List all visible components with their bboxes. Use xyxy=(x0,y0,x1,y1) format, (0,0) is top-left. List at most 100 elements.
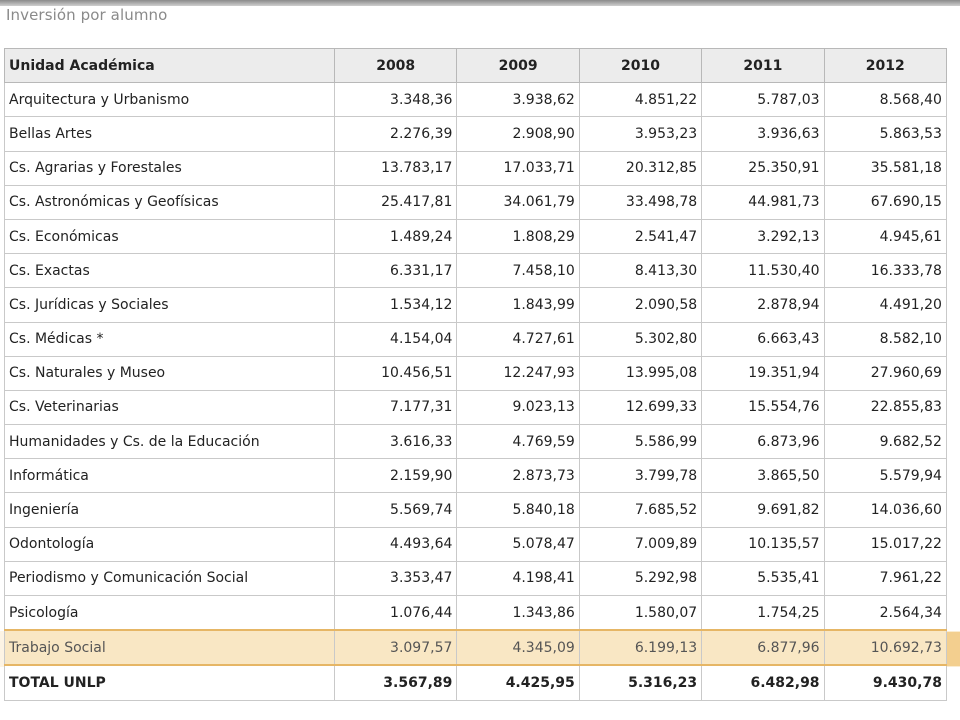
table-row: Arquitectura y Urbanismo 3.348,36 3.938,62… xyxy=(4,82,947,118)
cell-value-2010: 3.799,78 xyxy=(578,458,703,494)
cell-unidad-academica: Cs. Veterinarias xyxy=(4,389,335,426)
cell-unidad-academica: Bellas Artes xyxy=(4,116,335,152)
cell-unidad-academica: Cs. Naturales y Museo xyxy=(4,355,335,391)
cell-unidad-academica: Periodismo y Comunicación Social xyxy=(4,560,335,597)
cell-value-2009: 3.938,62 xyxy=(456,82,580,118)
cell-value-2008: 25.417,81 xyxy=(333,184,458,220)
cell-value-2009: 2.873,73 xyxy=(456,458,580,494)
cell-value-2009: 17.033,71 xyxy=(456,150,580,186)
table-body: Arquitectura y Urbanismo 3.348,36 3.938,62… xyxy=(4,82,947,667)
cell-value-2010: 13.995,08 xyxy=(578,355,703,391)
cell-value-2009: 5.840,18 xyxy=(456,492,580,528)
cell-value-2011: 9.691,82 xyxy=(701,492,825,528)
cell-value-2008: 6.331,17 xyxy=(333,253,458,289)
cell-value-2008: 3.616,33 xyxy=(333,424,458,460)
table-row: Cs. Médicas * 4.154,04 4.727,61 5.302,80 6.6… xyxy=(4,321,947,357)
cell-value-2011: 11.530,40 xyxy=(701,253,825,289)
cell-unidad-academica: Trabajo Social xyxy=(4,629,335,667)
cell-value-2012: 16.333,78 xyxy=(823,253,947,289)
cell-unidad-academica: Cs. Jurídicas y Sociales xyxy=(4,287,335,323)
table-row: Psicología 1.076,44 1.343,86 1.580,07 1.754,… xyxy=(4,595,947,631)
header-year-2012: 2012 xyxy=(823,47,947,84)
table-row: Periodismo y Comunicación Social 3.353,47… xyxy=(4,560,947,597)
cell-value-2012: 4.491,20 xyxy=(823,287,947,323)
cell-value-2011: 2.878,94 xyxy=(701,287,825,323)
cell-value-2012: 15.017,22 xyxy=(823,526,947,562)
cell-value-2009: 4.345,09 xyxy=(456,629,580,667)
cell-value-2011: 25.350,91 xyxy=(701,150,825,186)
cell-value-2011: 1.754,25 xyxy=(701,595,825,631)
cell-value-2009: 12.247,93 xyxy=(456,355,580,391)
cell-value-2012: 67.690,15 xyxy=(823,184,947,220)
cell-value-2012: 8.582,10 xyxy=(823,321,947,357)
cell-value-2011: 6.877,96 xyxy=(701,629,825,667)
cell-value-2009: 4.727,61 xyxy=(456,321,580,357)
cell-value-2008: 3.097,57 xyxy=(333,629,458,667)
cell-value-2009: 7.458,10 xyxy=(456,253,580,289)
total-row: TOTAL UNLP 3.567,89 4.425,95 5.316,23 6.… xyxy=(4,664,947,701)
cell-value-2008: 4.493,64 xyxy=(333,526,458,562)
cell-value-2008: 1.489,24 xyxy=(333,218,458,255)
table-row: Cs. Exactas 6.331,17 7.458,10 8.413,30 11.53… xyxy=(4,253,947,289)
table-row: Trabajo Social 3.097,57 4.345,09 6.199,13 6.… xyxy=(4,629,947,667)
table-row: Odontología 4.493,64 5.078,47 7.009,89 10.13… xyxy=(4,526,947,562)
cell-unidad-academica: Cs. Exactas xyxy=(4,253,335,289)
cell-unidad-academica: Psicología xyxy=(4,595,335,631)
header-year-2009: 2009 xyxy=(456,47,580,84)
cell-value-2008: 4.154,04 xyxy=(333,321,458,357)
table-header-row: Unidad Académica 2008 2009 2010 2011 201… xyxy=(4,47,947,84)
cell-unidad-academica: Cs. Astronómicas y Geofísicas xyxy=(4,184,335,220)
cell-unidad-academica: Odontología xyxy=(4,526,335,562)
cell-value-2010: 1.580,07 xyxy=(578,595,703,631)
cell-value-2009: 34.061,79 xyxy=(456,184,580,220)
header-year-2010: 2010 xyxy=(578,47,703,84)
cell-unidad-academica: Cs. Médicas * xyxy=(4,321,335,357)
cell-value-2011: 3.936,63 xyxy=(701,116,825,152)
cell-value-2012: 35.581,18 xyxy=(823,150,947,186)
cell-value-2008: 1.534,12 xyxy=(333,287,458,323)
cell-value-2010: 6.199,13 xyxy=(578,629,703,667)
cell-value-2009: 1.808,29 xyxy=(456,218,580,255)
top-rule xyxy=(0,0,960,6)
table-row: Cs. Astronómicas y Geofísicas 25.417,81 34… xyxy=(4,184,947,220)
total-2008: 3.567,89 xyxy=(333,664,458,701)
cell-value-2009: 4.769,59 xyxy=(456,424,580,460)
cell-value-2008: 5.569,74 xyxy=(333,492,458,528)
table-row: Informática 2.159,90 2.873,73 3.799,78 3.865… xyxy=(4,458,947,494)
row-highlight-band-end xyxy=(946,632,960,666)
cell-value-2008: 3.348,36 xyxy=(333,82,458,118)
cell-value-2012: 27.960,69 xyxy=(823,355,947,391)
cell-unidad-academica: Arquitectura y Urbanismo xyxy=(4,82,335,118)
cell-value-2012: 7.961,22 xyxy=(823,560,947,597)
cell-value-2011: 5.535,41 xyxy=(701,560,825,597)
table-row: Cs. Jurídicas y Sociales 1.534,12 1.843,99… xyxy=(4,287,947,323)
table-row: Humanidades y Cs. de la Educación 3.616,3… xyxy=(4,424,947,460)
cell-value-2008: 2.159,90 xyxy=(333,458,458,494)
cell-value-2010: 2.541,47 xyxy=(578,218,703,255)
total-label: TOTAL UNLP xyxy=(4,664,335,701)
cell-value-2011: 19.351,94 xyxy=(701,355,825,391)
cell-value-2012: 9.682,52 xyxy=(823,424,947,460)
cell-value-2012: 14.036,60 xyxy=(823,492,947,528)
cell-unidad-academica: Informática xyxy=(4,458,335,494)
cell-value-2008: 7.177,31 xyxy=(333,389,458,426)
cell-value-2009: 5.078,47 xyxy=(456,526,580,562)
cell-value-2012: 22.855,83 xyxy=(823,389,947,426)
cell-value-2010: 7.685,52 xyxy=(578,492,703,528)
cell-value-2008: 3.353,47 xyxy=(333,560,458,597)
cell-value-2009: 4.198,41 xyxy=(456,560,580,597)
cell-value-2011: 10.135,57 xyxy=(701,526,825,562)
cell-value-2010: 20.312,85 xyxy=(578,150,703,186)
total-2009: 4.425,95 xyxy=(456,664,580,701)
cell-value-2009: 1.343,86 xyxy=(456,595,580,631)
table-row: Cs. Veterinarias 7.177,31 9.023,13 12.699,3… xyxy=(4,389,947,426)
cell-value-2008: 1.076,44 xyxy=(333,595,458,631)
table-row: Ingeniería 5.569,74 5.840,18 7.685,52 9.691,… xyxy=(4,492,947,528)
cell-value-2012: 2.564,34 xyxy=(823,595,947,631)
cell-value-2010: 5.302,80 xyxy=(578,321,703,357)
cell-value-2011: 3.292,13 xyxy=(701,218,825,255)
cell-value-2011: 5.787,03 xyxy=(701,82,825,118)
page-title: Inversión por alumno xyxy=(6,6,168,24)
cell-value-2010: 5.292,98 xyxy=(578,560,703,597)
table-row: Cs. Económicas 1.489,24 1.808,29 2.541,47 3.… xyxy=(4,218,947,255)
